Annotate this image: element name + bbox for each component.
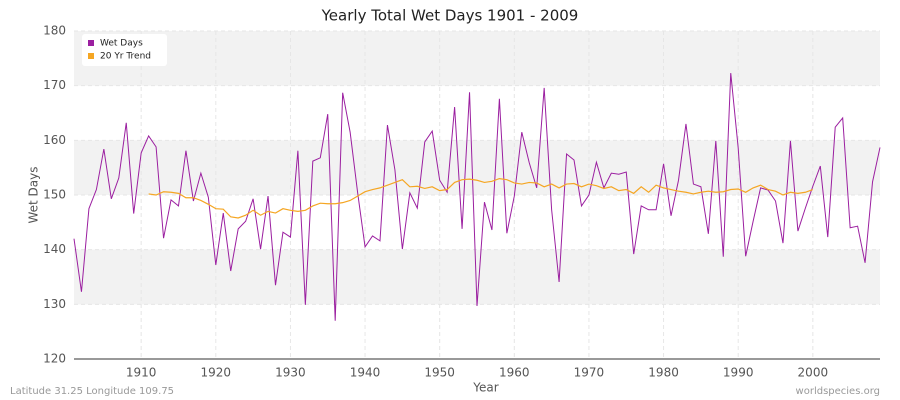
x-tick-label: 1910: [126, 366, 157, 380]
y-tick-label: 150: [43, 188, 66, 202]
legend-label: Wet Days: [100, 39, 143, 49]
x-tick-label: 1950: [424, 366, 455, 380]
x-tick-label: 1920: [201, 366, 232, 380]
y-axis-label: Wet Days: [27, 166, 41, 223]
chart-title: Yearly Total Wet Days 1901 - 2009: [321, 7, 579, 25]
bands: [74, 31, 880, 305]
y-tick-label: 180: [43, 24, 66, 38]
x-tick-label: 1970: [574, 366, 605, 380]
legend-label: 20 Yr Trend: [100, 52, 151, 62]
x-tick-label: 2000: [798, 366, 829, 380]
y-tick-label: 160: [43, 133, 66, 147]
legend: Wet Days 20 Yr Trend: [82, 34, 167, 66]
footer-left: Latitude 31.25 Longitude 109.75: [10, 386, 174, 397]
legend-swatch: [88, 40, 94, 46]
y-tick-label: 170: [43, 78, 66, 92]
band: [74, 31, 880, 86]
footer-right: worldspecies.org: [796, 386, 880, 397]
x-tick-label: 1940: [350, 366, 381, 380]
legend-swatch: [88, 53, 94, 59]
legend-box: [82, 34, 167, 66]
x-tick-label: 1990: [723, 366, 754, 380]
y-tick-label: 120: [43, 352, 66, 366]
x-tick-label: 1980: [648, 366, 679, 380]
x-axis-label: Year: [472, 381, 498, 395]
series-line: [148, 177, 814, 219]
grid: [74, 30, 880, 360]
series-line: [73, 73, 881, 321]
x-tick-label: 1930: [275, 366, 306, 380]
band: [74, 140, 880, 195]
x-tick-label: 1960: [499, 366, 530, 380]
y-tick-label: 130: [43, 297, 66, 311]
y-tick-label: 140: [43, 242, 66, 256]
